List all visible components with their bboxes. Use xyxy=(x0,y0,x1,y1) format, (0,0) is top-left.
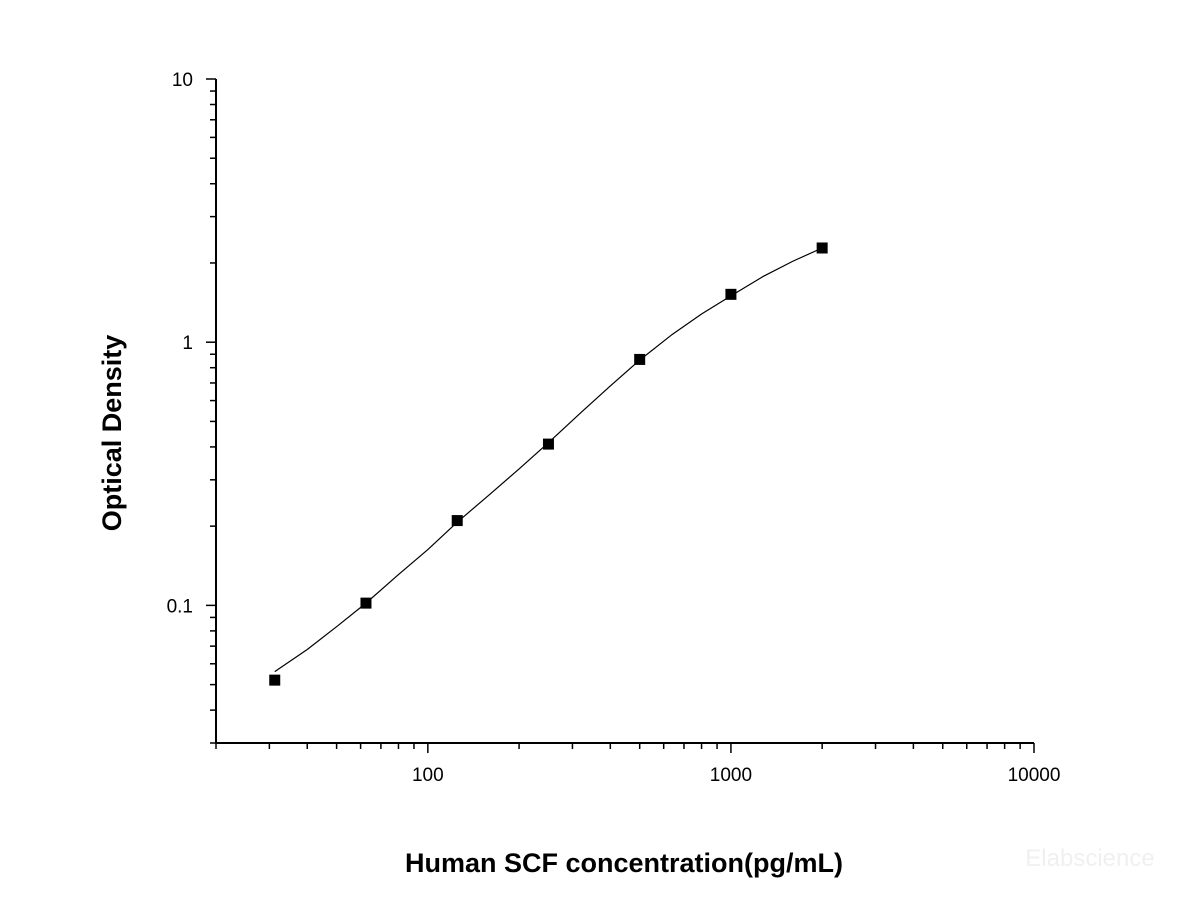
data-point xyxy=(634,353,646,365)
axis-ticks xyxy=(206,78,1035,753)
data-point xyxy=(725,288,737,300)
x-tick-label: 10000 xyxy=(1008,765,1061,786)
y-tick-label: 0.1 xyxy=(167,596,193,617)
x-axis-title: Human SCF concentration(pg/mL) xyxy=(405,848,843,878)
tick-labels: 100 1000 10000 0.1 1 10 xyxy=(167,70,1061,786)
x-tick-label: 100 xyxy=(412,765,444,786)
data-point xyxy=(451,515,463,527)
watermark: Elabscience xyxy=(1025,845,1154,872)
axes xyxy=(215,79,1034,744)
y-tick-label: 10 xyxy=(172,70,193,91)
fit-curve xyxy=(274,247,823,673)
data-point xyxy=(816,242,828,254)
data-point xyxy=(269,674,281,686)
x-tick-label: 1000 xyxy=(710,765,752,786)
data-point xyxy=(360,597,372,609)
y-axis-title: Optical Density xyxy=(97,335,127,532)
y-tick-label: 1 xyxy=(182,333,193,354)
data-points xyxy=(269,242,828,686)
data-point xyxy=(542,438,554,450)
